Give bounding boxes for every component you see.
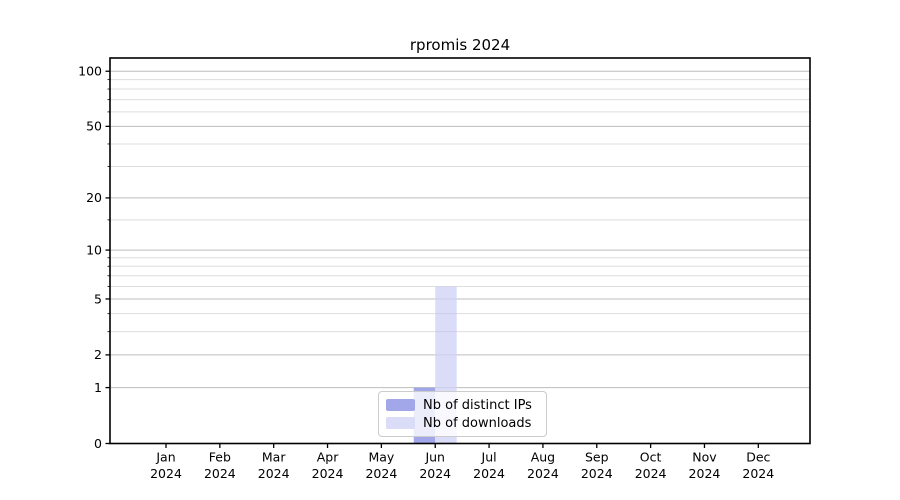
x-tick-label-aug-2024: Aug [531,450,555,465]
x-tick-label-jun-2024: Jun [424,450,445,465]
x-tick-label-year-may-2024: 2024 [365,466,397,481]
x-tick-label-sep-2024: Sep [585,450,609,465]
x-tick-label-year-jun-2024: 2024 [419,466,451,481]
axes [109,57,811,445]
major-gridlines [110,70,810,389]
x-tick-label-jan-2024: Jan [155,450,175,465]
gridline-overlay [110,70,810,389]
legend-swatch-downloads [386,417,415,429]
x-tick-label-feb-2024: Feb [209,450,231,465]
y-tick-labels: 0 1 2 5 10 20 50 100 [78,64,102,451]
tick-marks [105,70,759,448]
x-tick-label-year-aug-2024: 2024 [527,466,559,481]
x-tick-label-year-oct-2024: 2024 [635,466,667,481]
y-tick-label-50: 50 [86,119,102,134]
x-tick-labels: Jan2024Feb2024Mar2024Apr2024May2024Jun20… [150,450,774,482]
legend-item-distinct-ips: Nb of distinct IPs [386,399,538,412]
minor-gridlines [110,79,810,333]
x-tick-label-apr-2024: Apr [317,450,339,465]
x-tick-label-year-jul-2024: 2024 [473,466,505,481]
y-tick-label-5: 5 [94,291,102,306]
legend-swatch-distinct-ips [386,399,415,411]
x-tick-label-year-dec-2024: 2024 [742,466,774,481]
legend-label-distinct-ips: Nb of distinct IPs [423,397,532,413]
x-tick-label-dec-2024: Dec [746,450,770,465]
legend: Nb of distinct IPs Nb of downloads [378,391,547,437]
x-tick-label-year-mar-2024: 2024 [258,466,290,481]
y-tick-label-0: 0 [94,436,102,451]
plot-border [109,57,811,445]
y-tick-label-2: 2 [94,347,102,362]
y-tick-label-20: 20 [86,190,102,205]
x-tick-label-nov-2024: Nov [692,450,717,465]
x-tick-label-year-jan-2024: 2024 [150,466,182,481]
x-tick-label-oct-2024: Oct [640,450,662,465]
x-tick-label-jul-2024: Jul [481,450,497,465]
y-tick-label-100: 100 [78,64,102,79]
x-tick-label-mar-2024: Mar [262,450,286,465]
y-tick-label-1: 1 [94,380,102,395]
legend-label-downloads: Nb of downloads [423,415,532,431]
y-tick-label-10: 10 [86,242,102,257]
x-tick-label-year-feb-2024: 2024 [204,466,236,481]
legend-item-downloads: Nb of downloads [386,417,538,430]
x-tick-label-year-apr-2024: 2024 [312,466,344,481]
chart-title: rpromis 2024 [409,36,511,54]
x-tick-label-year-sep-2024: 2024 [581,466,613,481]
x-tick-label-year-nov-2024: 2024 [689,466,721,481]
x-tick-label-may-2024: May [368,450,394,465]
